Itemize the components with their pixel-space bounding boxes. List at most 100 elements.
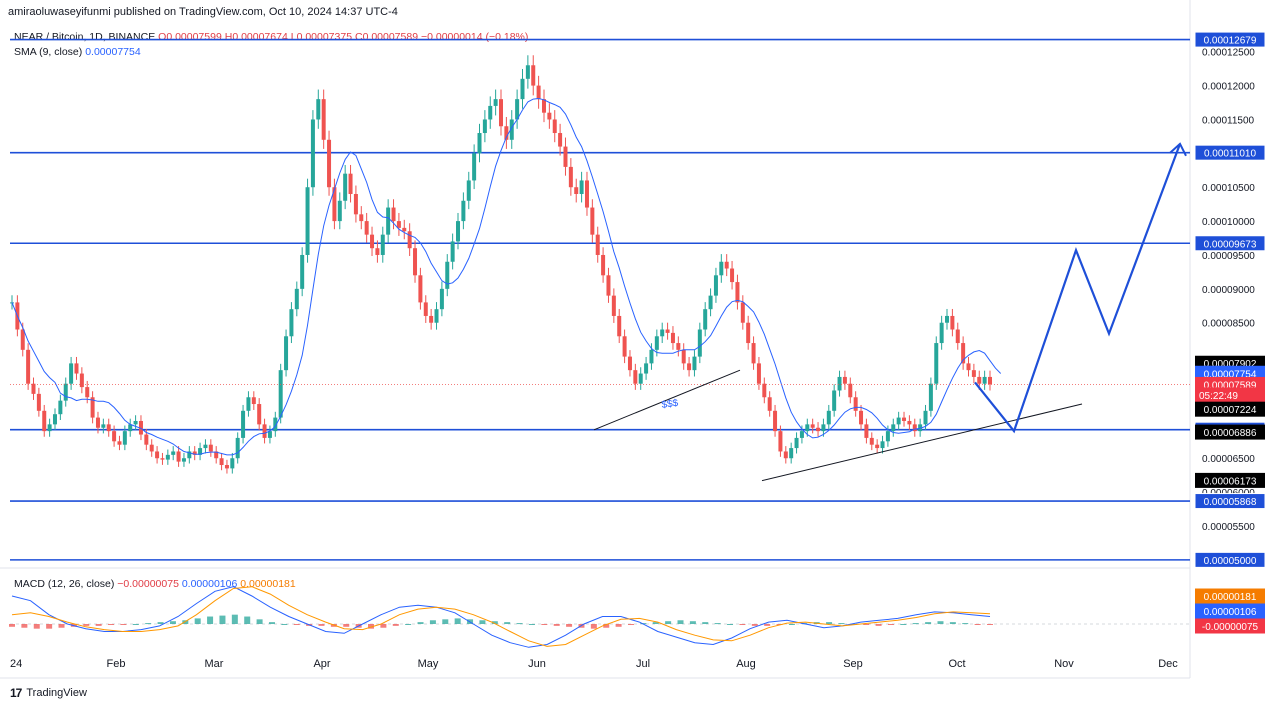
candle-body [305,187,310,255]
y-tick-label: 0.00010000 [1202,217,1255,228]
candle-body [713,275,718,296]
macd-histogram-bar [702,622,709,624]
candle-body [289,309,294,337]
level-price-tag-label: 0.00009673 [1204,239,1257,250]
sma-legend[interactable]: SMA (9, close) 0.00007754 [14,46,141,58]
macd-histogram-value: −0.00000075 [117,578,179,590]
open-label: O [158,31,167,43]
macd-histogram-bar [838,623,845,625]
macd-histogram-bar [33,624,40,629]
candle-body [456,221,461,242]
low-label: L [290,31,297,43]
candle-body [590,207,595,235]
macd-histogram-bar [343,624,350,627]
macd-histogram-bar [925,622,932,624]
macd-histogram-bar [887,624,894,625]
y-tick-label: 0.00008500 [1202,319,1255,330]
candle-body [531,65,536,86]
candle-body [36,393,41,411]
level-price-tag [1194,31,1266,48]
candle-body [665,329,670,333]
x-tick-label: 24 [10,658,22,670]
candle-body [762,383,767,398]
candle-body [241,410,246,438]
candle-body [982,376,987,384]
candle-body [778,431,783,452]
macd-legend[interactable]: MACD (12, 26, close) −0.00000075 0.00000… [14,578,296,590]
candle-body [499,99,503,127]
candle-body [439,288,444,310]
level-price-tag-label: 0.00005868 [1204,497,1257,508]
candle-body [794,437,799,449]
x-tick-label: Oct [948,658,965,670]
candle-body [181,458,186,462]
macd-price-tag-label: 0.00000106 [1204,607,1257,618]
candle-body [402,227,407,232]
macd-price-tag [1195,588,1265,604]
macd-histogram-bar [652,622,659,624]
candle-body [219,458,224,466]
candle-body [789,448,794,459]
candle-body [160,458,165,460]
candle-body [235,437,240,459]
candle-body [192,451,197,455]
candle-body [90,397,95,418]
macd-histogram-bar [120,624,127,625]
level-price-tag [1194,493,1266,510]
candle-body [563,146,568,167]
candle-body [907,420,912,425]
candle-body [988,376,992,385]
macd-histogram-bar [182,620,189,624]
x-tick-label: Feb [107,658,126,670]
candle-body [896,417,901,425]
candle-body [649,349,654,364]
tradingview-logo-icon: 17 [10,686,22,700]
candle-body [934,343,939,384]
tradingview-footer[interactable]: 17 TradingView [10,686,87,700]
candle-body [950,315,955,330]
candle-body [257,404,262,425]
candle-body [703,309,708,330]
y-tick-label: 0.00005500 [1202,522,1255,533]
x-tick-label: May [418,658,439,670]
candle-body [95,417,100,428]
candle-body [273,417,278,432]
x-tick-label: Sep [843,658,863,670]
candle-body [826,410,831,425]
candle-body [278,370,283,418]
candle-body [359,214,364,222]
candle-body [396,221,401,228]
level-price-tag [1194,551,1266,568]
candle-body [251,397,256,405]
macd-histogram-bar [603,624,610,628]
candle-body [198,448,203,455]
candle-body [816,427,821,432]
candle-body [832,390,837,411]
candle-body [552,119,557,134]
macd-histogram-bar [83,624,90,626]
candle-body [595,234,600,255]
x-tick-label: Jun [528,658,546,670]
macd-histogram-bar [739,624,746,625]
macd-histogram-bar [58,624,65,628]
candle-body [171,451,176,455]
macd-histogram-bar [912,623,919,625]
candle-body [864,424,869,438]
candle-body [783,451,788,459]
candle-body [418,275,423,303]
macd-price-tag [1195,618,1265,634]
macd-histogram-bar [207,616,214,624]
macd-line [11,586,991,648]
price-tag-label: 0.00007224 [1204,405,1257,416]
candle-body [493,99,498,106]
candle-body [79,373,84,388]
y-tick-label: 0.00006500 [1202,454,1255,465]
x-tick-label: Nov [1054,658,1074,670]
macd-histogram-bar [826,622,833,624]
candle-body [541,99,546,113]
candle-body [918,424,923,432]
macd-histogram-bar [788,624,795,625]
candle-body [902,417,907,421]
macd-histogram-bar [751,624,758,626]
